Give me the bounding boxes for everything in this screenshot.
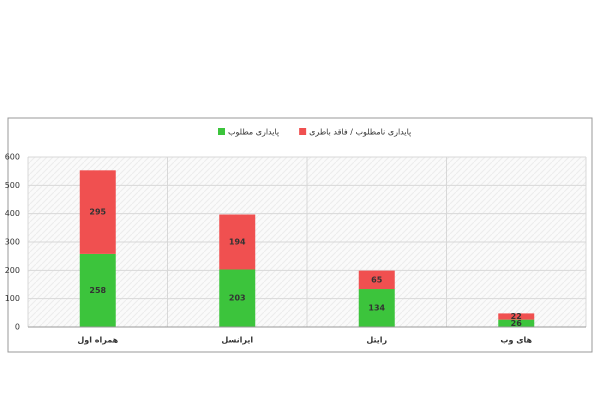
data-label: 22 — [511, 312, 522, 321]
bar-segment — [219, 214, 256, 270]
y-tick-label: 400 — [5, 209, 20, 218]
y-tick-label: 300 — [5, 238, 20, 247]
data-label: 295 — [89, 208, 106, 217]
data-label: 258 — [89, 286, 106, 295]
data-label: 203 — [229, 294, 246, 303]
y-tick-label: 600 — [5, 153, 20, 162]
legend: پایداری مطلوب پایداری نامطلوب / فاقد باطر… — [218, 128, 411, 137]
legend-label: پایداری نامطلوب / فاقد باطری — [309, 128, 411, 137]
bar-segment — [219, 269, 256, 327]
y-tick-label: 100 — [5, 294, 20, 303]
bar-segment — [79, 170, 116, 254]
bar-segment — [498, 319, 535, 327]
data-label: 26 — [511, 319, 523, 328]
x-tick-label: رایتل — [366, 336, 387, 345]
y-tick-label: 500 — [5, 181, 20, 190]
data-label: 134 — [368, 304, 385, 313]
x-tick-label: همراه اول — [77, 336, 118, 345]
legend-label: پایداری مطلوب — [228, 128, 279, 137]
legend-swatch — [218, 128, 225, 135]
legend-swatch — [299, 128, 307, 135]
data-label: 194 — [229, 238, 246, 247]
bar-segment — [358, 289, 395, 327]
x-tick-label: های وب — [500, 336, 532, 345]
y-tick-label: 0 — [15, 323, 20, 332]
bar-segment — [498, 313, 535, 320]
y-tick-label: 200 — [5, 266, 20, 275]
bar-segment — [358, 270, 395, 290]
data-label: 65 — [371, 275, 383, 284]
x-tick-label: ایرانسل — [221, 336, 253, 345]
bar-segment — [79, 253, 116, 327]
